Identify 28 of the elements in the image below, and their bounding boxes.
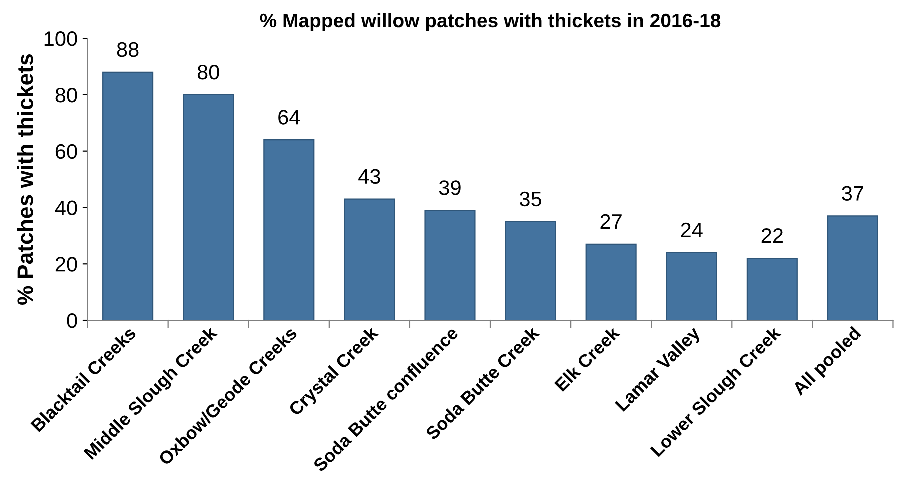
data-label: 80 [198,64,220,80]
bar [827,216,878,321]
chart-title: % Mapped willow patches with thickets in 2016-18 [260,13,721,32]
bar [586,244,637,321]
y-axis-title: % Patches with thickets [17,54,34,305]
data-label: 27 [600,214,622,229]
bar [505,221,556,321]
data-label: 37 [842,186,864,201]
bar [666,252,718,321]
data-label: 43 [358,169,380,184]
bar [264,140,315,321]
y-tick-label: 60 [56,144,78,160]
y-tick-label: 20 [56,257,78,272]
data-label: 35 [520,192,542,207]
y-tick-label: 80 [56,88,78,103]
bar [746,258,798,321]
data-label: 39 [439,180,461,196]
data-label: 88 [117,42,139,58]
bar [102,72,154,321]
y-tick-label: 40 [55,200,78,216]
y-tick-label: 0 [67,314,78,328]
bar [183,94,234,321]
data-label: 64 [278,110,300,125]
data-label: 22 [762,228,783,244]
bar [344,198,396,321]
data-label: 24 [681,222,703,238]
bar [424,210,476,321]
y-tick-label: 100 [44,32,78,46]
